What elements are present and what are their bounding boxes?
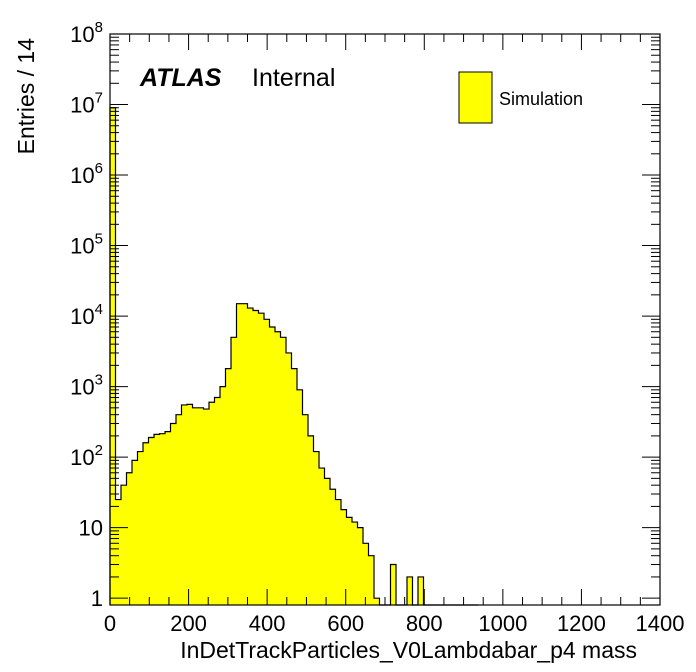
histogram-outline (109, 107, 479, 606)
histogram-bin (143, 442, 149, 605)
legend-label: Simulation (499, 89, 583, 109)
y-tick-label: 103 (70, 372, 103, 400)
histogram-bin (242, 303, 248, 605)
y-tick-label: 108 (70, 19, 103, 47)
atlas-sublabel: Internal (252, 64, 335, 92)
histogram-bin (137, 451, 143, 605)
histogram-bin (181, 404, 187, 605)
histogram-bin (390, 564, 396, 605)
legend-swatch (458, 71, 493, 124)
x-tick-labels: 0 200 400 600 800 1000 1200 1400 (104, 611, 685, 636)
histogram-bin (313, 451, 319, 605)
histogram-bin (209, 402, 215, 605)
plot-frame (109, 33, 661, 606)
histogram-bin (346, 517, 352, 605)
y-tick-label: 1 (91, 586, 103, 611)
histogram-bin (324, 478, 330, 605)
y-tick-label: 107 (70, 90, 103, 118)
histogram-bin (297, 389, 303, 605)
histogram-bin (264, 319, 270, 605)
histogram-bin (231, 337, 237, 605)
histogram-bin (352, 522, 358, 605)
histogram-bin (110, 107, 116, 605)
x-tick-label: 200 (170, 611, 207, 636)
atlas-label: ATLAS (139, 64, 222, 92)
histogram-bin (192, 407, 198, 605)
x-tick-label: 600 (327, 611, 364, 636)
histogram-bin (154, 434, 160, 605)
histogram-bin (269, 327, 275, 605)
histogram-bin (159, 433, 165, 605)
histogram-bin (132, 460, 138, 605)
y-tick-label: 105 (70, 231, 103, 259)
y-tick-label: 10 (79, 516, 103, 541)
y-tick-labels: 1 10 102 103 104 105 106 107 108 (70, 19, 103, 611)
histogram-bin (291, 368, 297, 605)
histogram-bin (176, 414, 182, 605)
histogram-bin (302, 414, 308, 605)
histogram-bin (236, 303, 242, 605)
histogram-bin (258, 313, 264, 605)
x-tick-label: 1200 (557, 611, 606, 636)
x-tick-label: 1000 (478, 611, 527, 636)
histogram-bin (357, 527, 363, 605)
histogram-bin (341, 509, 347, 605)
y-tick-label: 106 (70, 160, 103, 188)
histogram-bin (121, 485, 127, 605)
histogram-bin (253, 310, 259, 605)
histogram-bin (198, 407, 204, 605)
legend: Simulation (458, 71, 583, 124)
histogram-bars (110, 107, 424, 605)
histogram-bin (363, 543, 369, 605)
histogram-bin (308, 435, 314, 605)
histogram-bin (126, 472, 132, 605)
histogram-bin (275, 331, 281, 605)
y-tick-label: 102 (70, 442, 103, 470)
histogram-bin (214, 397, 220, 605)
histogram-bin (368, 555, 374, 605)
x-tick-label: 1400 (636, 611, 685, 636)
histogram-bin (220, 386, 226, 605)
histogram-bin (286, 352, 292, 605)
histogram-bin (407, 576, 413, 605)
x-tick-label: 800 (406, 611, 443, 636)
histogram-bin (418, 576, 424, 605)
histogram-bin (165, 431, 171, 605)
histogram-bin (374, 598, 380, 605)
histogram-bin (187, 404, 193, 605)
x-tick-label: 0 (104, 611, 116, 636)
histogram-bin (225, 368, 231, 605)
y-tick-label: 104 (70, 301, 103, 329)
histogram-bin (319, 468, 325, 605)
histogram-bin (115, 499, 121, 605)
histogram-bin (170, 423, 176, 605)
x-axis-label: InDetTrackParticles_V0Lambdabar_p4 mass (180, 637, 637, 663)
histogram-bin (335, 499, 341, 605)
histogram-bin (280, 337, 286, 605)
y-axis-label: Entries / 14 (13, 38, 39, 155)
histogram-bin (203, 409, 209, 605)
histogram-bin (247, 308, 253, 605)
histogram-bin (148, 437, 154, 605)
histogram-bin (330, 489, 336, 605)
x-tick-label: 400 (249, 611, 286, 636)
